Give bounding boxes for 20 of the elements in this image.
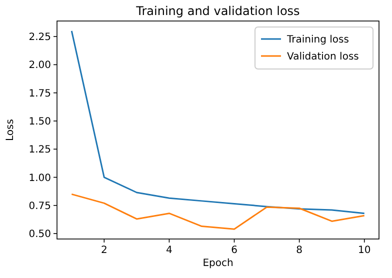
y-axis-title: Loss (5, 119, 16, 141)
y-tick-label: 2.00 (28, 60, 51, 72)
x-tick-label: 4 (166, 245, 172, 256)
x-axis-title: Epoch (202, 258, 234, 269)
y-tick-label: 0.75 (28, 200, 51, 212)
x-tick-label: 6 (231, 245, 238, 256)
y-tick-label: 1.25 (28, 144, 51, 156)
x-tick-label: 10 (358, 245, 371, 256)
chart-title: Training and validation loss (135, 4, 300, 18)
x-tick-label: 2 (100, 245, 108, 256)
y-tick-label: 1.00 (28, 172, 51, 184)
x-tick-label: 8 (296, 245, 302, 256)
legend-label: Validation loss (287, 52, 359, 62)
legend-label: Training loss (286, 34, 349, 46)
y-tick-label: 1.50 (28, 116, 51, 128)
line-series (70, 193, 366, 230)
y-tick-label: 2.25 (28, 32, 51, 44)
y-tick-label: 1.75 (28, 88, 51, 100)
y-tick-label: 0.50 (28, 229, 51, 240)
line-series (70, 30, 366, 214)
